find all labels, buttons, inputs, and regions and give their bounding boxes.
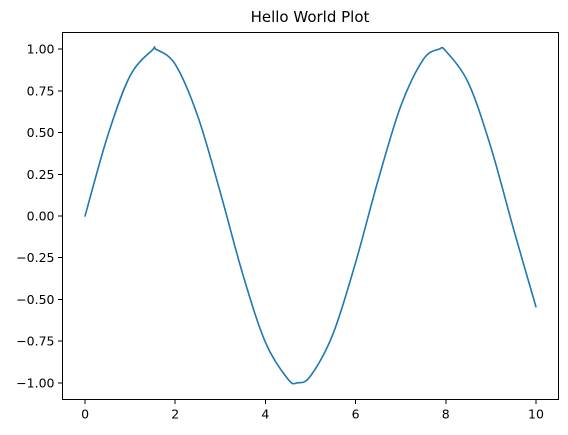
x-tick-label: 6 <box>352 407 360 422</box>
y-tick-label: −0.25 <box>16 250 54 265</box>
x-tick-label: 2 <box>171 407 179 422</box>
y-tick-label: 0.50 <box>27 125 55 140</box>
y-tick-label: 0.25 <box>27 167 55 182</box>
y-tick-label: −1.00 <box>16 375 54 390</box>
y-tick-label: −0.75 <box>16 334 54 349</box>
y-tick-label: −0.50 <box>16 292 54 307</box>
y-tick-label: 1.00 <box>27 42 55 57</box>
x-tick-label: 0 <box>81 407 89 422</box>
y-tick-label: 0.75 <box>27 83 55 98</box>
x-tick-label: 4 <box>261 407 269 422</box>
x-tick-label: 10 <box>528 407 544 422</box>
chart-title: Hello World Plot <box>251 8 370 26</box>
y-tick-label: 0.00 <box>27 209 55 224</box>
x-tick-label: 8 <box>442 407 450 422</box>
plot-area <box>62 32 558 399</box>
